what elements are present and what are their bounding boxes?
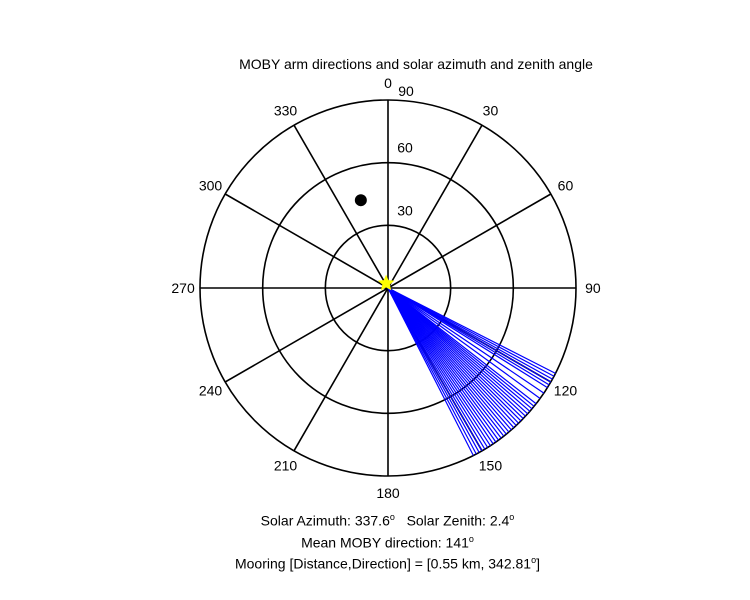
mooring-line: Mooring [Distance,Direction] = [0.55 km,… <box>0 551 750 573</box>
mean-direction-label: Mean MOBY direction: <box>301 534 442 551</box>
angle-tick-label: 300 <box>199 178 223 194</box>
angle-tick-label: 210 <box>274 457 298 473</box>
angle-tick-label: 240 <box>199 382 223 398</box>
radial-tick-label: 30 <box>397 202 413 218</box>
mean-direction-value: 141 <box>445 534 469 551</box>
degree-mark: o <box>468 533 474 544</box>
angle-tick-label: 270 <box>171 280 195 296</box>
angle-spoke <box>224 193 389 289</box>
radial-tick-labels: 30 60 90 <box>397 83 414 218</box>
angle-tick-label: 150 <box>479 457 503 473</box>
mooring-close: ] <box>536 555 540 572</box>
chart-caption: Solar Azimuth: 337.6o Solar Zenith: 2.4o… <box>0 508 750 573</box>
angle-spoke <box>387 193 552 289</box>
angle-spoke <box>224 287 389 383</box>
degree-mark: o <box>509 512 515 522</box>
chart-title: MOBY arm directions and solar azimuth an… <box>239 56 593 72</box>
solar-azimuth-value: 337.6 <box>354 512 390 529</box>
angle-tick-label: 90 <box>585 280 601 296</box>
mooring-value: [0.55 km, 342.81 <box>426 555 532 572</box>
angle-tick-label: 0 <box>384 75 392 91</box>
markers <box>354 194 395 291</box>
moby-direction-line <box>387 287 541 399</box>
moby-arm-direction-lines <box>387 287 556 456</box>
solar-zenith-value: 2.4 <box>489 512 510 529</box>
radial-tick-label: 60 <box>397 140 413 156</box>
moby-direction-line <box>387 287 474 456</box>
degree-mark: o <box>389 512 395 522</box>
mooring-label: Mooring [Distance,Direction] = <box>234 555 423 572</box>
angle-tick-label: 30 <box>483 103 499 119</box>
angle-tick-labels: 0 30 60 90 120 150 180 210 240 270 300 330 <box>171 75 601 501</box>
mooring-position-point <box>354 194 367 207</box>
angle-tick-label: 180 <box>376 485 400 501</box>
solar-azimuth-label: Solar Azimuth: <box>260 512 351 529</box>
radial-tick-label: 90 <box>398 83 414 99</box>
mean-direction-line: Mean MOBY direction: 141o <box>0 530 750 552</box>
moby-direction-line <box>387 287 545 394</box>
angle-spoke <box>293 124 389 289</box>
degree-mark: o <box>531 555 537 566</box>
angle-tick-label: 60 <box>558 178 574 194</box>
angle-spoke <box>293 287 389 452</box>
angle-spoke <box>387 124 483 289</box>
angle-tick-label: 330 <box>274 103 298 119</box>
solar-zenith-label: Solar Zenith: <box>406 512 486 529</box>
angle-tick-label: 120 <box>554 382 578 398</box>
sun-position-star <box>377 274 395 291</box>
moby-direction-line <box>387 287 548 389</box>
solar-caption-line: Solar Azimuth: 337.6o Solar Zenith: 2.4o <box>0 508 750 530</box>
